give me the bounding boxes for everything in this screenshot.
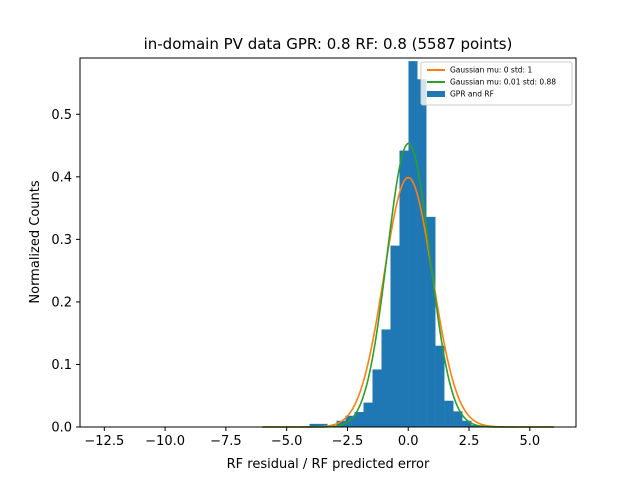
histogram-bars (309, 61, 481, 428)
histogram-bar (426, 216, 436, 427)
x-tick-label: −12.5 (84, 434, 124, 449)
histogram-bar (363, 402, 373, 427)
x-axis-label: RF residual / RF predicted error (227, 457, 430, 472)
y-tick-label: 0.0 (51, 421, 72, 436)
legend-label-gaussian-std1: Gaussian mu: 0 std: 1 (450, 66, 532, 75)
histogram-bar (435, 345, 445, 427)
histogram-bar (453, 411, 463, 427)
legend-swatch-histogram (427, 91, 445, 97)
histogram-bar (309, 423, 319, 427)
legend-label-histogram: GPR and RF (450, 90, 494, 99)
histogram-bar (336, 420, 346, 427)
y-tick-label: 0.4 (51, 170, 72, 185)
legend-frame (420, 61, 573, 106)
histogram-bar (444, 400, 454, 427)
legend-label-gaussian-std088: Gaussian mu: 0.01 std: 0.88 (450, 78, 556, 87)
x-tick-label: 0.0 (398, 434, 419, 449)
histogram-bar (462, 420, 472, 427)
histogram-bar (381, 329, 391, 427)
x-tick-label: −2.5 (332, 434, 364, 449)
y-tick-label: 0.3 (51, 233, 72, 248)
x-tick-label: −5.0 (271, 434, 303, 449)
y-axis-label: Normalized Counts (28, 180, 43, 303)
plot-frame (79, 57, 577, 428)
x-tick-label: 2.5 (459, 434, 480, 449)
y-tick-label: 0.1 (51, 358, 72, 373)
histogram-bar (390, 245, 400, 427)
x-tick-label: −7.5 (210, 434, 242, 449)
histogram-bar (345, 415, 355, 427)
x-axis-ticks: −12.5 −10.0 −7.5 −5.0 −2.5 0.0 2.5 5.0 (84, 427, 540, 449)
x-tick-label: −10.0 (145, 434, 185, 449)
histogram-bar (372, 369, 382, 427)
histogram-bar (471, 425, 481, 427)
histogram-bar (408, 61, 418, 428)
chart-title: in-domain PV data GPR: 0.8 RF: 0.8 (5587… (144, 35, 513, 53)
histogram-bar (354, 411, 364, 427)
y-axis-ticks: 0.0 0.1 0.2 0.3 0.4 0.5 (51, 108, 80, 436)
legend: Gaussian mu: 0 std: 1 Gaussian mu: 0.01 … (420, 61, 573, 106)
y-tick-label: 0.5 (51, 108, 72, 123)
histogram-bar (318, 423, 328, 427)
histogram-bar (399, 150, 409, 427)
x-tick-label: 5.0 (519, 434, 540, 449)
y-tick-label: 0.2 (51, 295, 72, 310)
histogram-bar (417, 79, 427, 427)
